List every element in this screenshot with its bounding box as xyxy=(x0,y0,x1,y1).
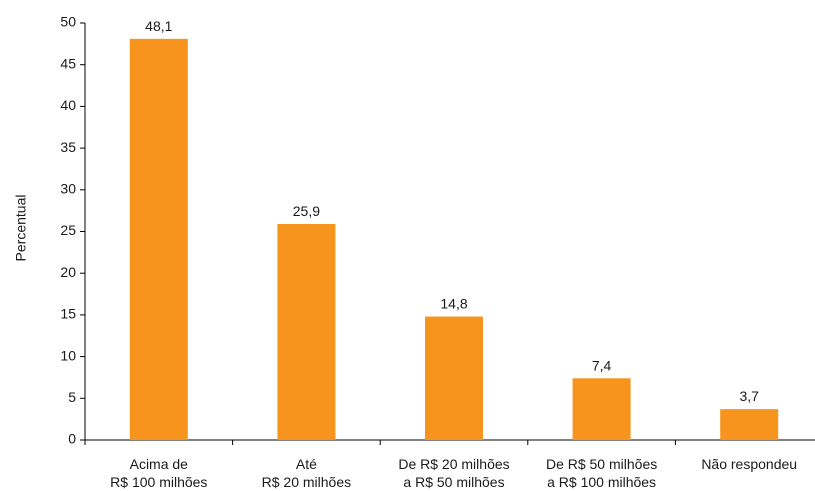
y-tick-label: 30 xyxy=(60,181,76,197)
labels: 48,1 Acima de R$ 100 milhões 25,9 Até R$ 20 m… xyxy=(110,18,797,490)
data-label: 48,1 xyxy=(145,18,172,34)
category-label: De R$ 50 milhões xyxy=(546,456,657,472)
y-tick-label: 35 xyxy=(60,139,76,155)
bar xyxy=(720,409,779,440)
bar xyxy=(425,316,483,440)
category-label: De R$ 20 milhões xyxy=(398,456,509,472)
category-label: a R$ 100 milhões xyxy=(547,474,656,490)
bars xyxy=(129,38,779,440)
bar xyxy=(129,38,188,440)
y-tick-label: 45 xyxy=(60,55,76,71)
axes: 0 5 10 15 20 25 30 35 40 45 50 xyxy=(60,14,815,447)
category-label: R$ 20 milhões xyxy=(262,474,352,490)
y-tick-label: 15 xyxy=(60,306,76,322)
y-tick-label: 10 xyxy=(60,347,76,363)
category-label: R$ 100 milhões xyxy=(110,474,207,490)
data-label: 3,7 xyxy=(739,388,759,404)
y-axis-title: Percentual xyxy=(13,195,29,262)
y-tick-label: 20 xyxy=(60,264,76,280)
data-label: 14,8 xyxy=(440,296,467,312)
category-label: Acima de xyxy=(130,456,189,472)
data-label: 7,4 xyxy=(592,357,612,373)
category-label: Não respondeu xyxy=(701,456,797,472)
y-tick-label: 50 xyxy=(60,14,76,30)
category-label: a R$ 50 milhões xyxy=(403,474,504,490)
y-tick-label: 25 xyxy=(60,222,76,238)
y-tick-label: 5 xyxy=(68,389,76,405)
bar xyxy=(572,378,631,440)
y-tick-label: 40 xyxy=(60,97,76,113)
bar xyxy=(277,223,336,440)
y-tick-label: 0 xyxy=(68,431,76,447)
category-label: Até xyxy=(296,456,317,472)
data-label: 25,9 xyxy=(293,203,320,219)
